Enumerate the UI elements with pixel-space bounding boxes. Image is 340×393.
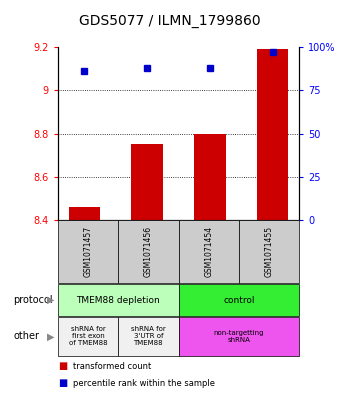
Bar — [58, 284, 178, 316]
Bar — [132, 144, 163, 220]
Bar — [58, 220, 118, 283]
Bar — [118, 317, 178, 356]
Text: ■: ■ — [58, 361, 67, 371]
Text: GDS5077 / ILMN_1799860: GDS5077 / ILMN_1799860 — [79, 14, 261, 28]
Text: ■: ■ — [58, 378, 67, 388]
Text: transformed count: transformed count — [73, 362, 151, 371]
Text: shRNA for
3'UTR of
TMEM88: shRNA for 3'UTR of TMEM88 — [131, 327, 166, 346]
Text: GSM1071457: GSM1071457 — [84, 226, 92, 277]
Bar — [178, 220, 239, 283]
Bar — [118, 220, 178, 283]
Bar — [257, 49, 288, 220]
Text: shRNA for
first exon
of TMEM88: shRNA for first exon of TMEM88 — [69, 327, 107, 346]
Bar — [69, 207, 100, 220]
Text: GSM1071455: GSM1071455 — [265, 226, 273, 277]
Text: TMEM88 depletion: TMEM88 depletion — [76, 296, 160, 305]
Bar — [58, 317, 118, 356]
Text: non-targetting
shRNA: non-targetting shRNA — [214, 330, 264, 343]
Text: ▶: ▶ — [47, 331, 55, 342]
Text: control: control — [223, 296, 255, 305]
Text: other: other — [14, 331, 39, 342]
Text: protocol: protocol — [14, 295, 53, 305]
Text: GSM1071456: GSM1071456 — [144, 226, 153, 277]
Bar — [178, 317, 299, 356]
Text: percentile rank within the sample: percentile rank within the sample — [73, 379, 215, 388]
Bar — [239, 220, 299, 283]
Bar — [194, 134, 225, 220]
Bar — [178, 284, 299, 316]
Text: GSM1071454: GSM1071454 — [204, 226, 213, 277]
Text: ▶: ▶ — [47, 295, 55, 305]
